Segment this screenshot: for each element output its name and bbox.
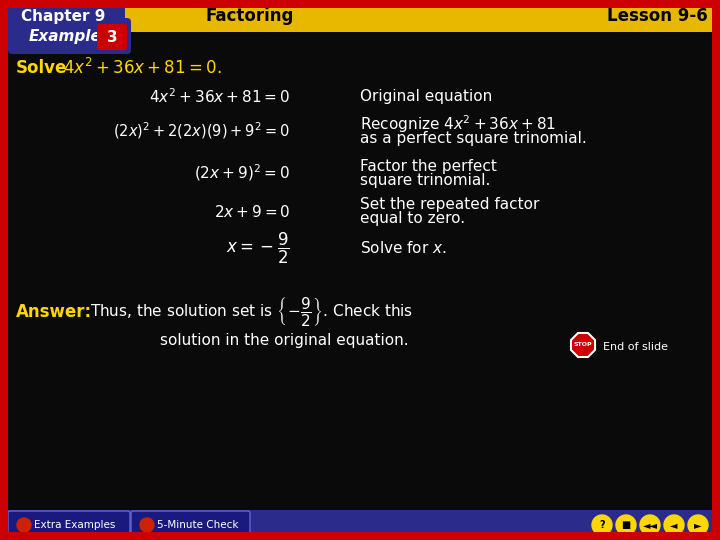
Bar xyxy=(712,0,720,540)
Text: STOP: STOP xyxy=(574,342,593,348)
Text: $x=-\dfrac{9}{2}$: $x=-\dfrac{9}{2}$ xyxy=(226,231,290,266)
Text: Set the repeated factor: Set the repeated factor xyxy=(360,198,539,213)
Text: Example: Example xyxy=(29,29,102,44)
Text: 5-Minute Check: 5-Minute Check xyxy=(157,520,239,530)
FancyBboxPatch shape xyxy=(131,511,250,539)
Text: solution in the original equation.: solution in the original equation. xyxy=(160,333,409,348)
Circle shape xyxy=(592,515,612,535)
Text: Lesson 9-6: Lesson 9-6 xyxy=(607,7,708,25)
Text: ►: ► xyxy=(694,520,702,530)
Text: Factoring: Factoring xyxy=(206,7,294,25)
Text: ◄◄: ◄◄ xyxy=(642,520,657,530)
Bar xyxy=(0,510,720,540)
Text: $(2x)^2+2(2x)(9)+9^2=0$: $(2x)^2+2(2x)(9)+9^2=0$ xyxy=(114,120,290,141)
Bar xyxy=(0,0,720,32)
FancyBboxPatch shape xyxy=(8,511,130,539)
Bar xyxy=(0,0,8,540)
FancyBboxPatch shape xyxy=(97,24,127,50)
Bar xyxy=(0,0,720,8)
Text: $4x^2+36x+81=0.$: $4x^2+36x+81=0.$ xyxy=(63,58,222,78)
Text: $2x+9=0$: $2x+9=0$ xyxy=(214,204,290,220)
Text: Answer:: Answer: xyxy=(16,303,92,321)
Text: Original equation: Original equation xyxy=(360,90,492,105)
Text: Solve: Solve xyxy=(16,59,68,77)
Polygon shape xyxy=(571,333,595,357)
Circle shape xyxy=(664,515,684,535)
Text: Factor the perfect: Factor the perfect xyxy=(360,159,497,173)
Circle shape xyxy=(17,518,31,532)
Text: Thus, the solution set is $\left\{-\dfrac{9}{2}\right\}$. Check this: Thus, the solution set is $\left\{-\dfra… xyxy=(90,295,413,328)
Circle shape xyxy=(140,518,154,532)
Text: Chapter 9: Chapter 9 xyxy=(21,9,105,24)
Circle shape xyxy=(688,515,708,535)
Text: ◄: ◄ xyxy=(670,520,678,530)
Text: Solve for $x$.: Solve for $x$. xyxy=(360,240,446,256)
Text: 3: 3 xyxy=(107,30,117,44)
Circle shape xyxy=(616,515,636,535)
FancyBboxPatch shape xyxy=(1,0,125,33)
Text: End of slide: End of slide xyxy=(603,342,668,352)
Text: Recognize $4x^2+36x+81$: Recognize $4x^2+36x+81$ xyxy=(360,113,556,135)
Text: Extra Examples: Extra Examples xyxy=(35,520,116,530)
Text: $4x^2+36x+81=0$: $4x^2+36x+81=0$ xyxy=(148,87,290,106)
Text: square trinomial.: square trinomial. xyxy=(360,172,490,187)
Text: ■: ■ xyxy=(621,520,631,530)
Bar xyxy=(0,532,720,540)
Text: as a perfect square trinomial.: as a perfect square trinomial. xyxy=(360,131,587,145)
Text: $(2x+9)^2=0$: $(2x+9)^2=0$ xyxy=(194,163,290,184)
FancyBboxPatch shape xyxy=(8,18,131,54)
Text: ?: ? xyxy=(599,520,605,530)
Text: equal to zero.: equal to zero. xyxy=(360,212,465,226)
Circle shape xyxy=(640,515,660,535)
